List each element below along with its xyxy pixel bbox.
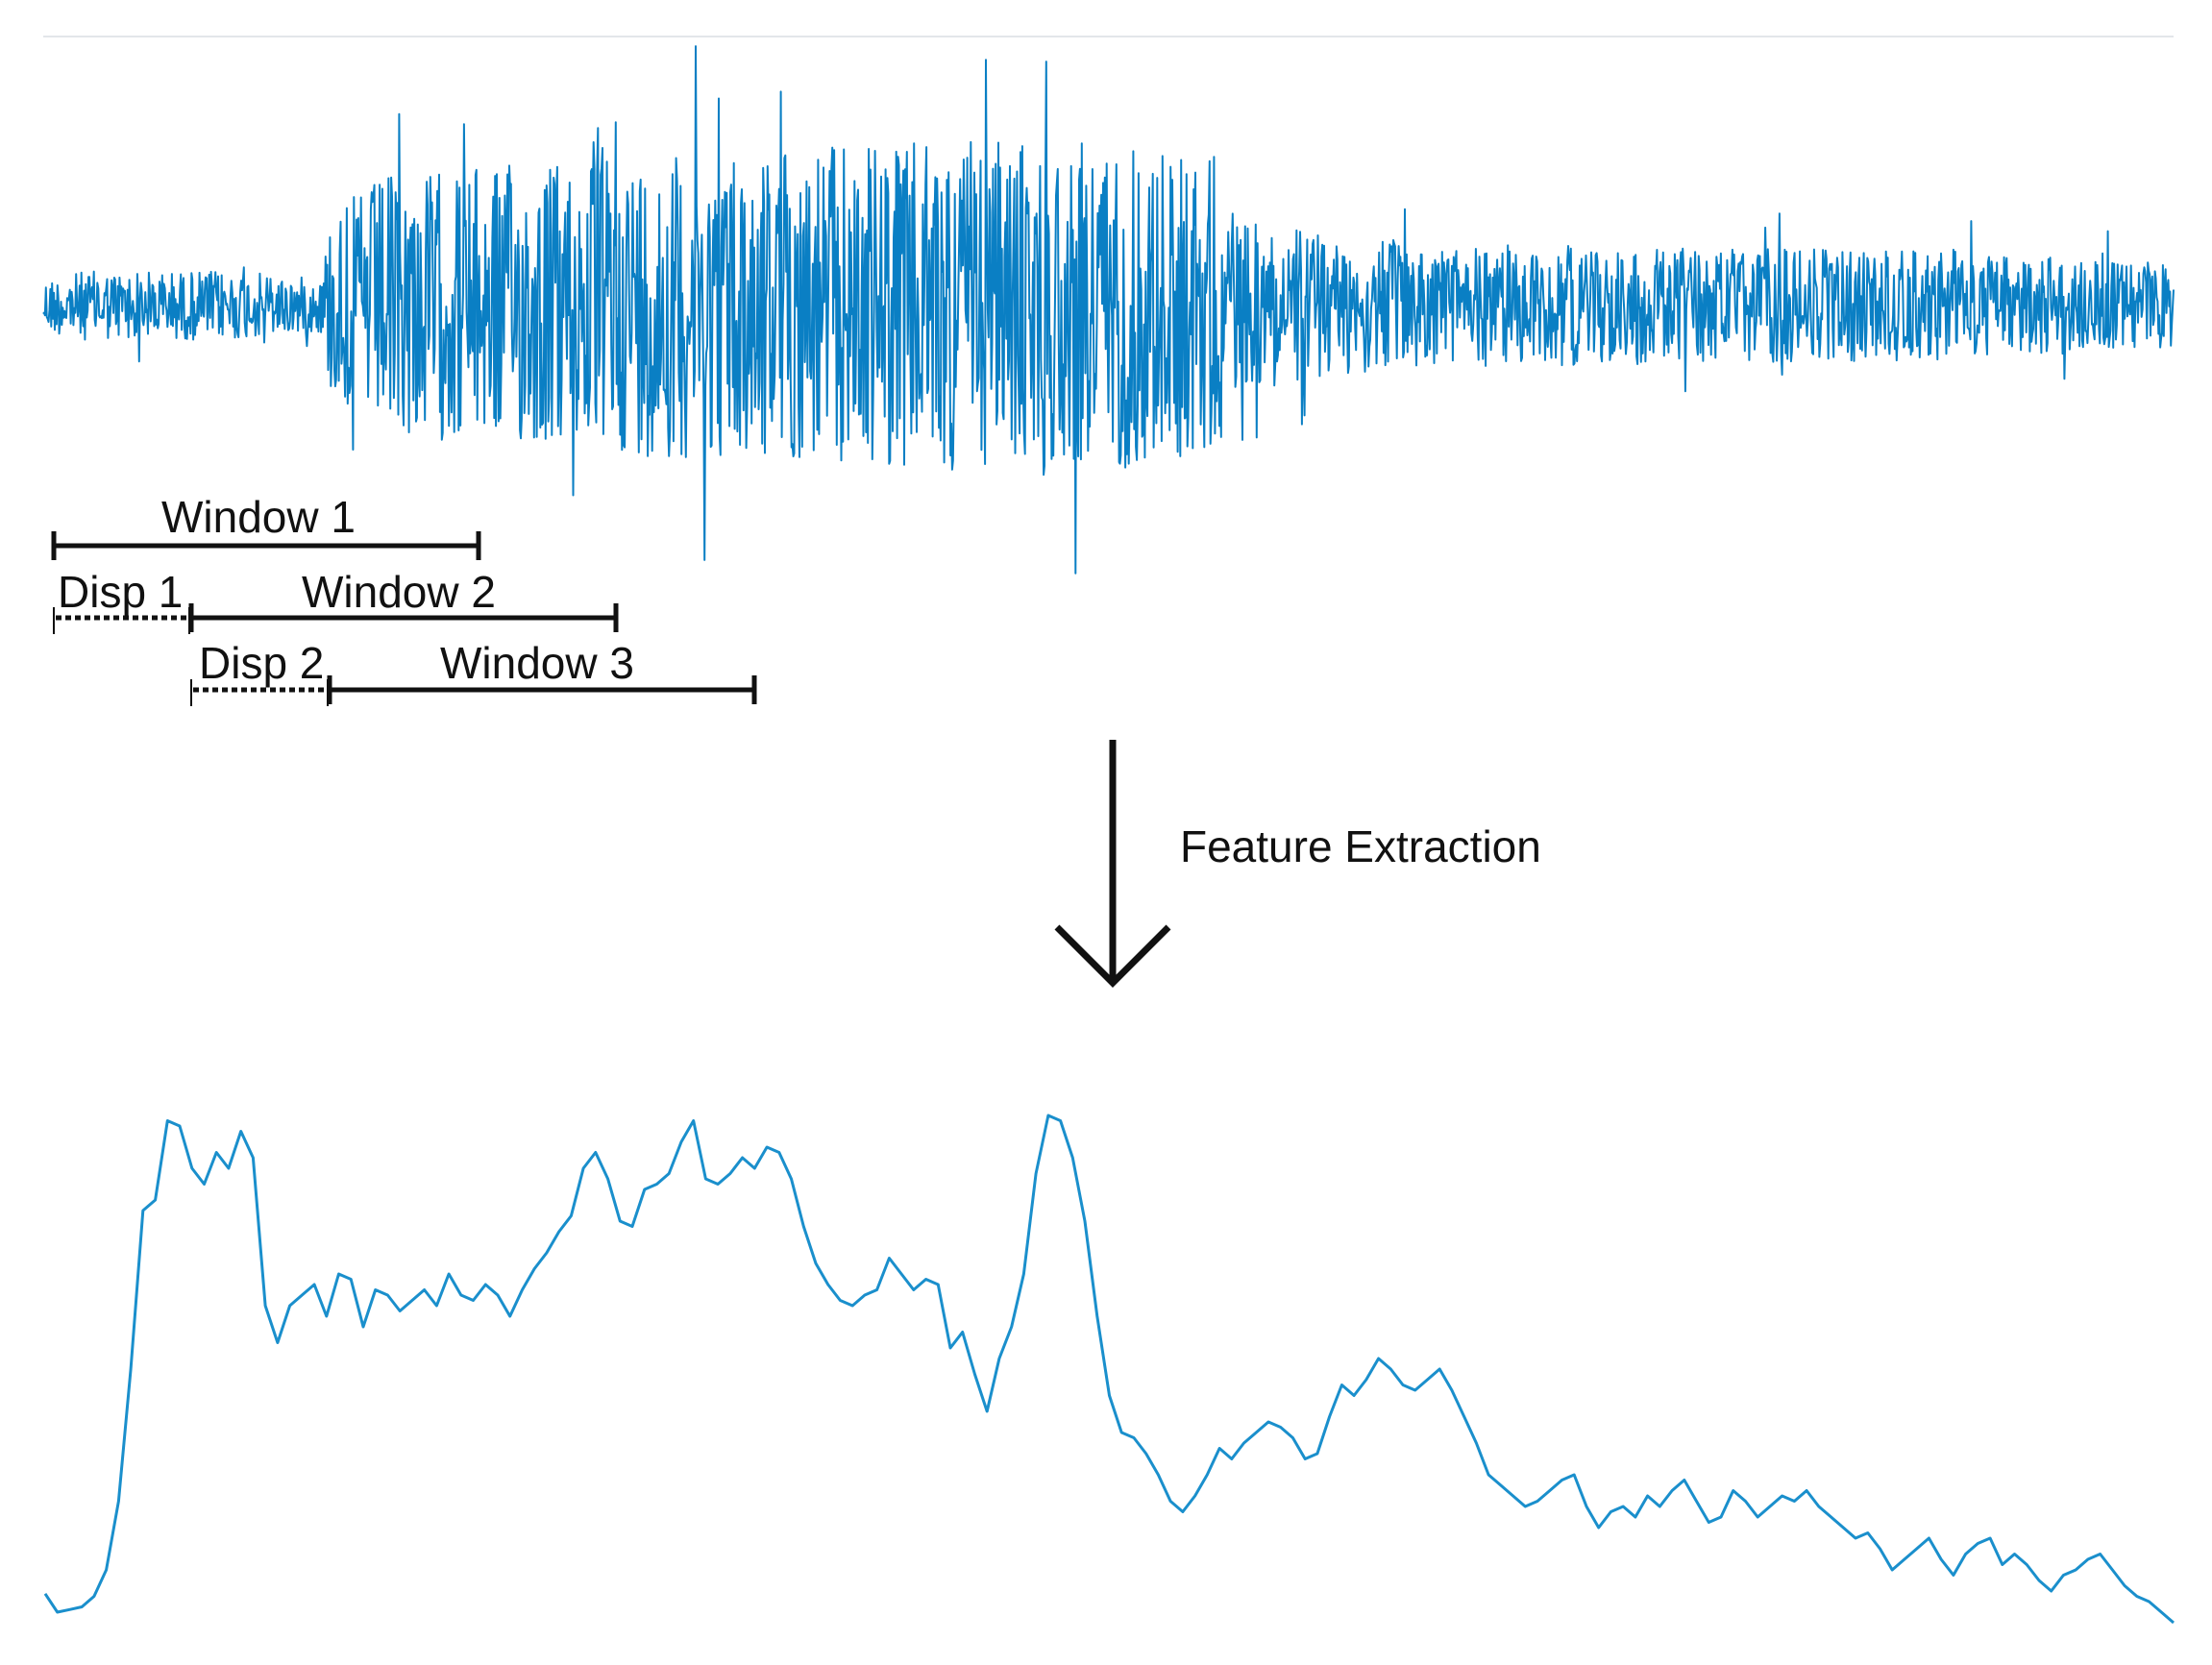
disp-2-label: Disp 2 xyxy=(199,638,324,688)
disp-2-bracket: Disp 2 xyxy=(190,638,329,706)
feature-extraction-label: Feature Extraction xyxy=(1180,821,1541,871)
disp-1-label: Disp 1 xyxy=(58,567,183,617)
window-2-label: Window 2 xyxy=(302,567,496,617)
down-arrow-icon xyxy=(1054,740,1171,988)
window-2-bracket: Window 2 xyxy=(188,567,619,632)
raw-signal-waveform xyxy=(42,45,2175,575)
window-3-label: Window 3 xyxy=(440,638,634,688)
window-1-label: Window 1 xyxy=(161,492,356,542)
window-3-bracket: Window 3 xyxy=(327,638,757,704)
disp-1-bracket: Disp 1 xyxy=(53,567,190,634)
window-annotations: Window 1 Disp 1 Window 2 Disp xyxy=(51,492,757,706)
feature-curve xyxy=(43,1114,2175,1625)
window-1-bracket: Window 1 xyxy=(51,492,481,560)
